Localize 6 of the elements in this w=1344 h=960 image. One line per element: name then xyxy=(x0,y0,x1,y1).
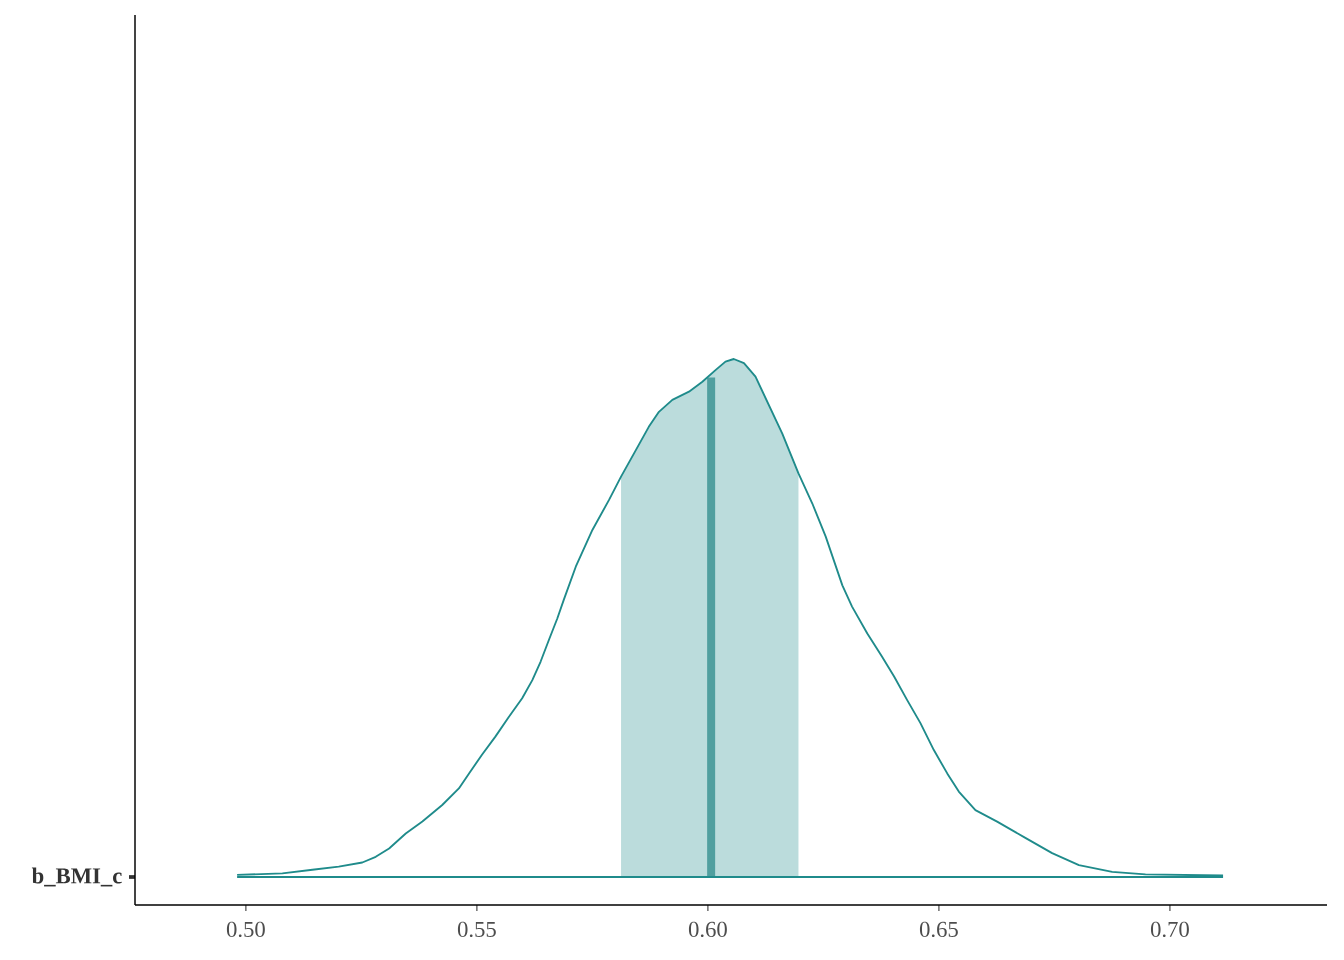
text: b_BMI_c xyxy=(31,867,122,887)
x-tick-label: 0.60 xyxy=(688,921,727,938)
x-tick-label: 0.70 xyxy=(1150,921,1189,938)
x-tick-label: 0.65 xyxy=(919,921,958,938)
x-tick-label: 0.50 xyxy=(226,921,265,938)
x-tick-label: 0.55 xyxy=(457,921,496,938)
